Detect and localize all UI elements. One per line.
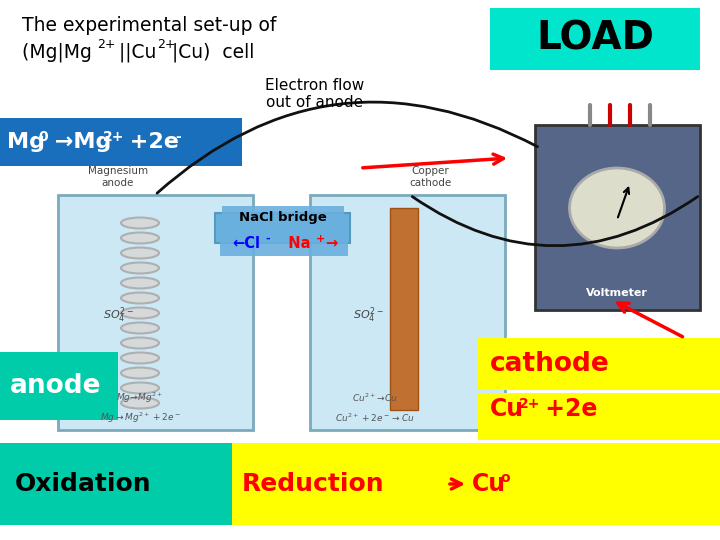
Text: 2+: 2+ bbox=[103, 130, 125, 144]
Text: (Mg|Mg: (Mg|Mg bbox=[22, 42, 98, 62]
FancyBboxPatch shape bbox=[390, 208, 418, 410]
Text: $SO_4^{2-}$: $SO_4^{2-}$ bbox=[353, 305, 383, 325]
Ellipse shape bbox=[121, 338, 159, 348]
Text: ||Cu: ||Cu bbox=[113, 42, 156, 62]
Ellipse shape bbox=[570, 168, 665, 248]
Text: $SO_4^{2-}$: $SO_4^{2-}$ bbox=[103, 305, 133, 325]
Text: →Mg: →Mg bbox=[47, 132, 112, 152]
Ellipse shape bbox=[121, 233, 159, 244]
Text: |Cu)  cell: |Cu) cell bbox=[172, 42, 254, 62]
Text: 0: 0 bbox=[38, 130, 48, 144]
Text: 2+: 2+ bbox=[97, 38, 115, 51]
Text: 2+: 2+ bbox=[157, 38, 176, 51]
Text: LOAD: LOAD bbox=[536, 20, 654, 58]
Text: Cu: Cu bbox=[490, 397, 524, 421]
Ellipse shape bbox=[121, 307, 159, 319]
Text: Reduction: Reduction bbox=[242, 472, 384, 496]
FancyBboxPatch shape bbox=[0, 118, 242, 166]
Text: Electron flow
out of anode: Electron flow out of anode bbox=[266, 78, 364, 110]
Text: -: - bbox=[588, 397, 594, 411]
Text: $Cu^{2+} + 2e^- \rightarrow Cu$: $Cu^{2+} + 2e^- \rightarrow Cu$ bbox=[335, 412, 415, 424]
Text: →: → bbox=[325, 235, 337, 251]
FancyBboxPatch shape bbox=[222, 206, 344, 228]
Ellipse shape bbox=[121, 353, 159, 363]
Text: $Mg\!\rightarrow\!Mg^{2+}$: $Mg\!\rightarrow\!Mg^{2+}$ bbox=[117, 391, 163, 405]
Text: Oxidation: Oxidation bbox=[15, 472, 152, 496]
Ellipse shape bbox=[121, 262, 159, 273]
FancyBboxPatch shape bbox=[310, 195, 505, 430]
Ellipse shape bbox=[121, 397, 159, 408]
Text: anode: anode bbox=[10, 373, 102, 399]
Polygon shape bbox=[535, 125, 700, 310]
Text: Copper
cathode: Copper cathode bbox=[409, 166, 451, 188]
Ellipse shape bbox=[121, 278, 159, 288]
FancyBboxPatch shape bbox=[232, 443, 720, 525]
FancyBboxPatch shape bbox=[215, 213, 350, 243]
FancyBboxPatch shape bbox=[490, 8, 700, 70]
Ellipse shape bbox=[121, 322, 159, 334]
FancyBboxPatch shape bbox=[0, 352, 118, 420]
FancyBboxPatch shape bbox=[58, 195, 253, 430]
Text: ←Cl: ←Cl bbox=[232, 235, 260, 251]
Ellipse shape bbox=[121, 218, 159, 228]
Text: cathode: cathode bbox=[490, 351, 610, 377]
Text: NaCl bridge: NaCl bridge bbox=[239, 211, 327, 224]
Text: 2+: 2+ bbox=[519, 397, 541, 411]
Text: The experimental set-up of: The experimental set-up of bbox=[22, 16, 276, 35]
Text: -: - bbox=[265, 234, 269, 244]
Text: +2e: +2e bbox=[537, 397, 598, 421]
Text: +2e: +2e bbox=[122, 132, 179, 152]
Text: Mg: Mg bbox=[7, 132, 45, 152]
Text: -: - bbox=[175, 130, 181, 144]
Text: Cu: Cu bbox=[472, 472, 506, 496]
FancyBboxPatch shape bbox=[0, 443, 232, 525]
Ellipse shape bbox=[121, 293, 159, 303]
Ellipse shape bbox=[121, 368, 159, 379]
Text: $Mg \rightarrow Mg^{2+} + 2e^-$: $Mg \rightarrow Mg^{2+} + 2e^-$ bbox=[99, 411, 181, 425]
Text: Na: Na bbox=[278, 235, 310, 251]
Text: +: + bbox=[316, 234, 325, 244]
Text: $Cu^{2+}\!\rightarrow\!Cu$: $Cu^{2+}\!\rightarrow\!Cu$ bbox=[352, 392, 398, 404]
Ellipse shape bbox=[121, 382, 159, 394]
Text: Magnesium
anode: Magnesium anode bbox=[88, 166, 148, 188]
Text: Voltmeter: Voltmeter bbox=[586, 288, 648, 298]
FancyBboxPatch shape bbox=[478, 338, 720, 390]
FancyBboxPatch shape bbox=[220, 231, 348, 256]
FancyBboxPatch shape bbox=[478, 393, 720, 440]
Text: o: o bbox=[500, 471, 510, 485]
Ellipse shape bbox=[121, 247, 159, 259]
